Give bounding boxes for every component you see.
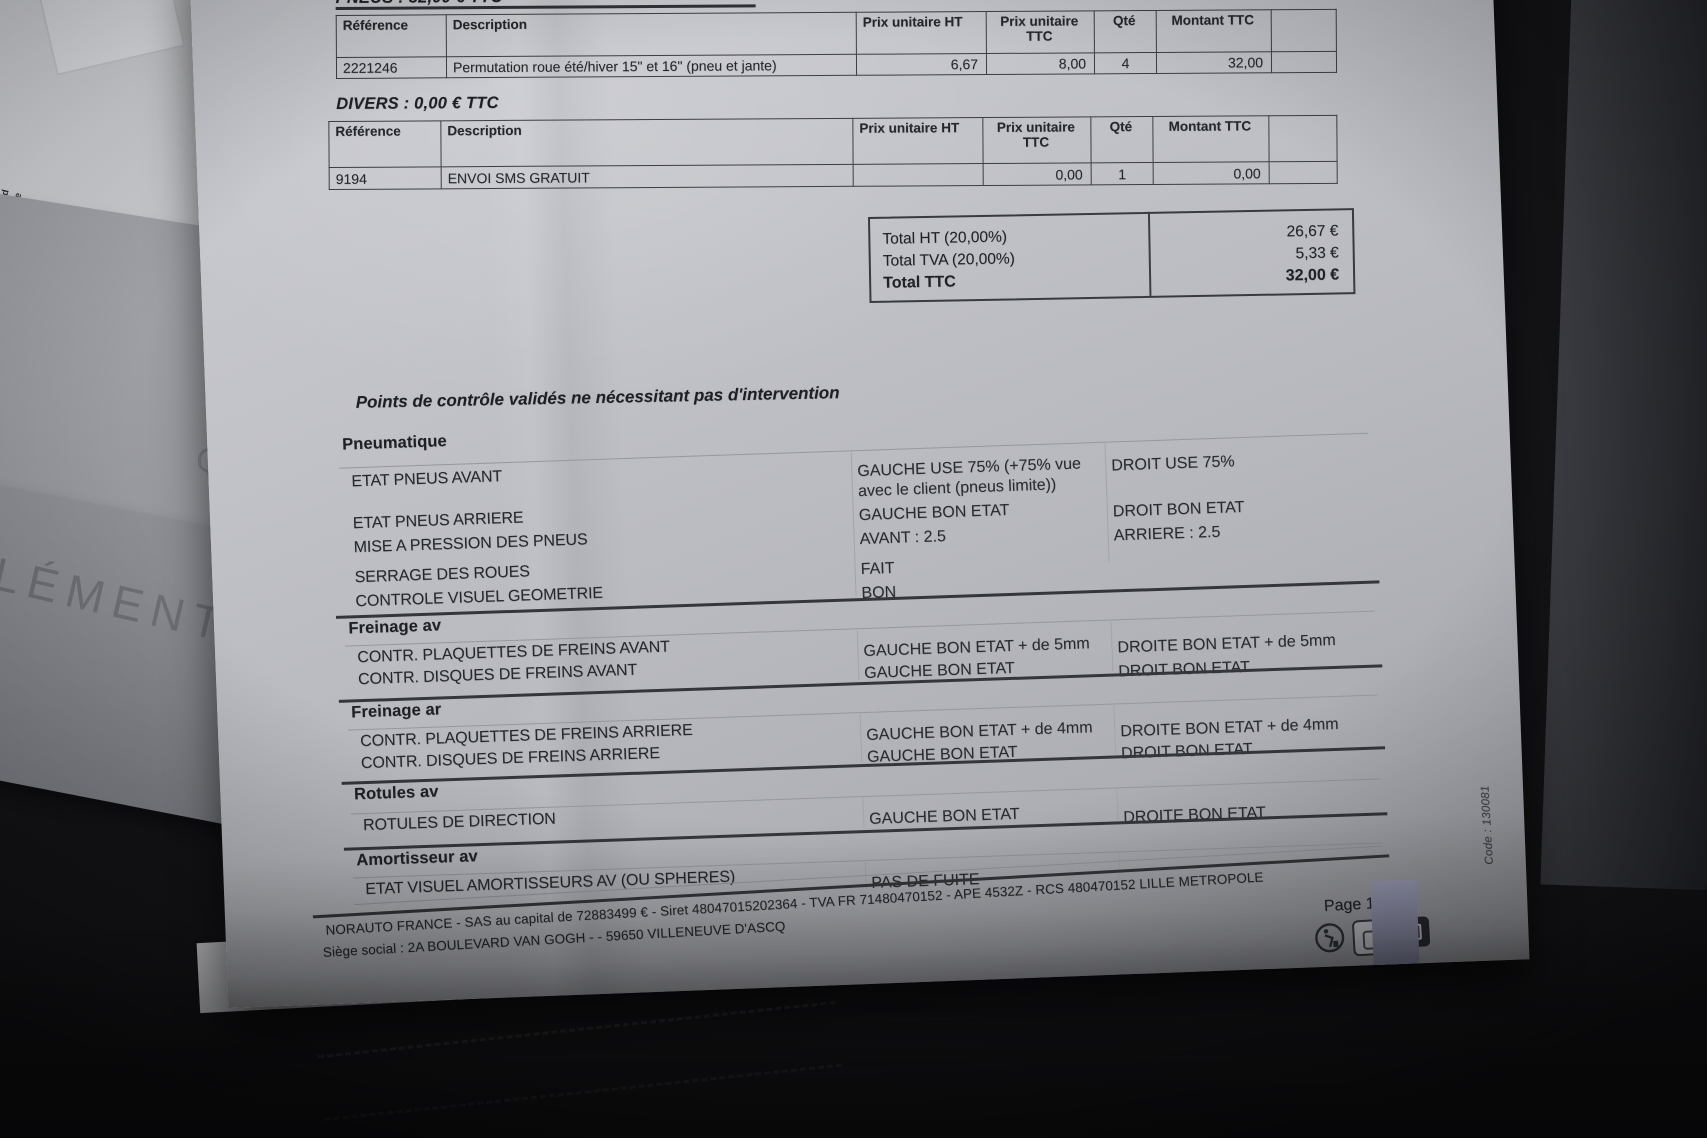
underlying-sheet-edge xyxy=(1370,879,1420,968)
dark-surface-right xyxy=(1540,0,1707,892)
edge-code-label: Code : 130081 xyxy=(1479,785,1496,865)
invoice-paper: PNEUS : 32,00 € TTC Référence Descriptio… xyxy=(188,0,1530,1009)
seat-stitch-seam xyxy=(317,1001,843,1121)
page-number: Page 1 xyxy=(1323,895,1376,916)
tidyman-recycle-icon xyxy=(1315,923,1345,953)
